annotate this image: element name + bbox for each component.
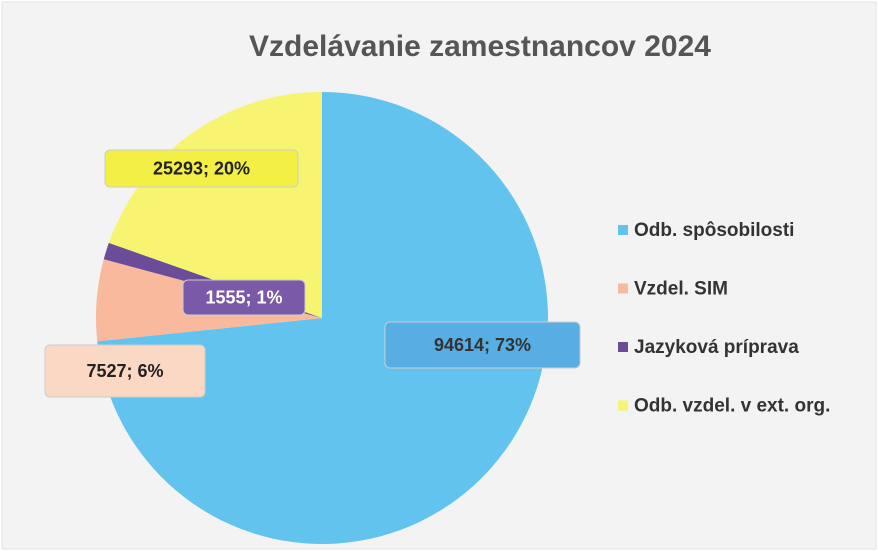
pie-slice — [108, 92, 322, 318]
data-label-box — [44, 344, 206, 398]
data-label: 25293; 20% — [153, 158, 250, 178]
data-label: 94614; 73% — [434, 335, 531, 355]
legend-swatch — [618, 342, 628, 352]
chart-title: Vzdelávanie zamestnancov 2024 — [249, 30, 711, 63]
data-label-box — [182, 279, 306, 316]
data-label-box — [384, 321, 581, 369]
data-label: 1555; 1% — [205, 287, 282, 307]
legend-label: Odb. vzdel. v ext. org. — [634, 396, 830, 417]
legend-swatch — [618, 400, 628, 411]
legend-swatch — [618, 283, 628, 294]
data-label-box — [104, 149, 299, 188]
pie-slice — [97, 92, 548, 544]
data-label: 7527; 6% — [86, 361, 163, 381]
legend-label: Jazyková príprava — [634, 337, 799, 358]
legend-label: Vzdel. SIM — [634, 279, 728, 300]
legend-swatch — [618, 225, 628, 235]
legend-label: Odb. spôsobilosti — [634, 220, 794, 241]
